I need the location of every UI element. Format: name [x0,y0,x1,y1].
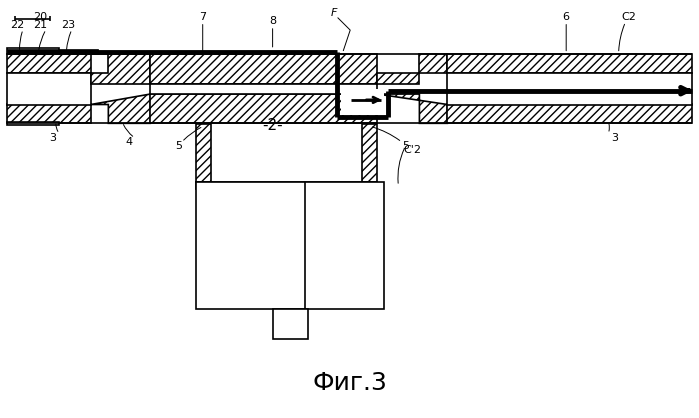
Bar [150,54,377,84]
Text: 6: 6 [563,12,570,22]
Bar [7,73,91,104]
Text: 4: 4 [126,137,133,147]
Bar [7,104,91,123]
Bar [447,73,692,104]
Text: C'2: C'2 [403,145,421,155]
Text: 8: 8 [269,16,276,26]
Text: 3: 3 [49,133,56,143]
Bar [196,182,377,189]
Bar [150,94,377,123]
Bar [447,54,692,73]
Bar [447,104,692,123]
Bar [7,122,59,125]
Polygon shape [377,94,447,123]
Text: 5: 5 [175,141,182,151]
Text: 23: 23 [62,20,75,30]
Bar [196,124,211,182]
Text: 7: 7 [199,12,206,22]
Bar [7,49,98,54]
Text: 3: 3 [612,133,619,143]
Bar [7,48,59,54]
Text: C2: C2 [621,12,637,22]
Text: 22: 22 [10,20,24,30]
Bar [150,84,377,94]
Bar [273,309,308,339]
Text: 5: 5 [402,141,409,151]
Polygon shape [377,54,447,84]
Text: -2-: -2- [262,118,283,133]
Text: Фиг.3: Фиг.3 [312,371,387,395]
Polygon shape [91,94,150,123]
Text: 21: 21 [34,20,48,30]
Text: 20: 20 [33,12,47,22]
Bar [196,182,384,309]
Bar [340,89,384,115]
Polygon shape [91,54,150,84]
Bar [7,54,91,73]
Text: F: F [331,8,338,18]
Bar [362,124,377,182]
